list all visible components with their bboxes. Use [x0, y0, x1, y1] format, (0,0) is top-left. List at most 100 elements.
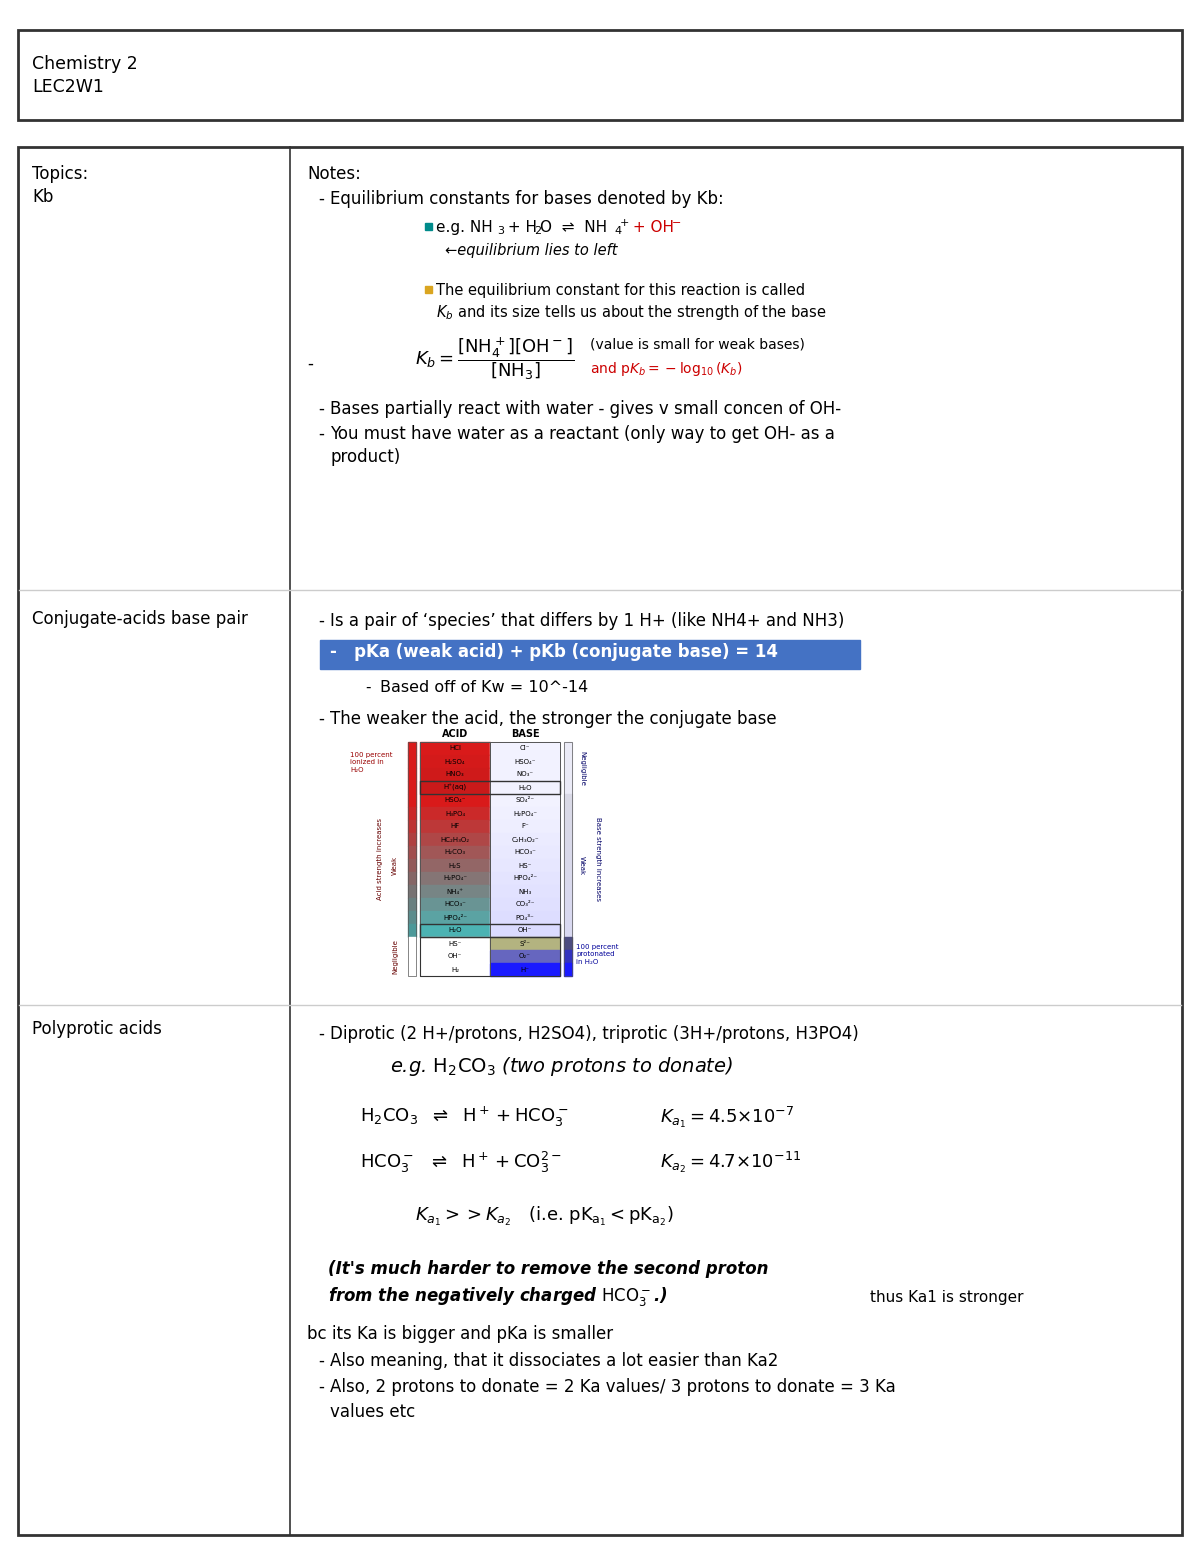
- Text: HPO₄²⁻: HPO₄²⁻: [443, 915, 467, 921]
- Bar: [420, 820, 490, 832]
- Bar: [420, 742, 490, 975]
- Bar: [490, 963, 560, 975]
- Bar: [425, 224, 432, 230]
- Text: H⁻: H⁻: [521, 966, 529, 972]
- Bar: [420, 846, 490, 859]
- Text: Acid strength increases: Acid strength increases: [377, 818, 383, 901]
- Text: Cl⁻: Cl⁻: [520, 745, 530, 752]
- Text: Is a pair of ‘species’ that differs by 1 H+ (like NH4+ and NH3): Is a pair of ‘species’ that differs by 1…: [330, 612, 845, 631]
- Text: Also, 2 protons to donate = 2 Ka values/ 3 protons to donate = 3 Ka: Also, 2 protons to donate = 2 Ka values/…: [330, 1378, 895, 1396]
- Bar: [420, 912, 490, 924]
- Bar: [564, 808, 572, 820]
- Text: H₂: H₂: [451, 966, 460, 972]
- Bar: [564, 755, 572, 767]
- Text: H₂S: H₂S: [449, 862, 461, 868]
- Bar: [564, 898, 572, 910]
- Bar: [490, 924, 560, 936]
- Text: Notes:: Notes:: [307, 165, 361, 183]
- Text: H₂O: H₂O: [449, 927, 462, 933]
- Text: 2: 2: [534, 227, 541, 236]
- Bar: [408, 859, 416, 871]
- Bar: [420, 871, 490, 885]
- Text: O₂⁻: O₂⁻: [520, 954, 530, 960]
- Text: Chemistry 2: Chemistry 2: [32, 54, 138, 73]
- Bar: [408, 924, 416, 936]
- Text: H₂CO₃: H₂CO₃: [444, 849, 466, 856]
- Text: LEC2W1: LEC2W1: [32, 78, 104, 96]
- Text: HCO₃⁻: HCO₃⁻: [514, 849, 536, 856]
- Text: 4: 4: [614, 227, 622, 236]
- Text: Diprotic (2 H+/protons, H2SO4), triprotic (3H+/protons, H3PO4): Diprotic (2 H+/protons, H2SO4), triproti…: [330, 1025, 859, 1044]
- Text: S²⁻: S²⁻: [520, 941, 530, 946]
- Text: + H: + H: [503, 221, 538, 235]
- Bar: [420, 859, 490, 871]
- Text: The equilibrium constant for this reaction is called: The equilibrium constant for this reacti…: [436, 283, 805, 298]
- Text: −: −: [672, 217, 682, 228]
- Text: -: -: [318, 1353, 324, 1370]
- Text: bc its Ka is bigger and pKa is smaller: bc its Ka is bigger and pKa is smaller: [307, 1325, 613, 1343]
- Bar: [490, 769, 560, 781]
- Bar: [564, 742, 572, 755]
- Bar: [420, 950, 490, 963]
- Bar: [420, 755, 490, 767]
- Bar: [564, 871, 572, 885]
- Bar: [564, 794, 572, 806]
- Text: -: -: [365, 680, 371, 696]
- Text: $K_{a_1} = 4.5{\times}10^{-7}$: $K_{a_1} = 4.5{\times}10^{-7}$: [660, 1106, 794, 1131]
- Text: and $\mathrm{p}K_b = -\log_{10}(K_b)$: and $\mathrm{p}K_b = -\log_{10}(K_b)$: [590, 360, 743, 377]
- Text: $\mathrm{HCO_3^-}$  $\rightleftharpoons$  $\mathrm{H^+ + CO_3^{2-}}$: $\mathrm{HCO_3^-}$ $\rightleftharpoons$ …: [360, 1151, 562, 1176]
- Text: NH₄⁺: NH₄⁺: [446, 888, 463, 895]
- Text: H₂PO₄⁻: H₂PO₄⁻: [512, 811, 538, 817]
- Bar: [490, 820, 560, 832]
- Bar: [408, 871, 416, 885]
- Text: e.g. $\mathrm{H_2CO_3}$ (two protons to donate): e.g. $\mathrm{H_2CO_3}$ (two protons to …: [390, 1054, 733, 1078]
- Bar: [18, 30, 1182, 120]
- Bar: [420, 898, 490, 910]
- Bar: [408, 769, 416, 781]
- Bar: [320, 640, 860, 669]
- Text: ←equilibrium lies to left: ←equilibrium lies to left: [445, 242, 618, 258]
- Text: -: -: [318, 710, 324, 728]
- Text: Bases partially react with water - gives v small concen of OH-: Bases partially react with water - gives…: [330, 401, 841, 418]
- Text: 100 percent
protonated
in H₂O: 100 percent protonated in H₂O: [576, 944, 618, 964]
- Text: HPO₄²⁻: HPO₄²⁻: [512, 876, 538, 882]
- Text: CO₃²⁻: CO₃²⁻: [515, 901, 535, 907]
- Text: HSO₄⁻: HSO₄⁻: [515, 758, 535, 764]
- Bar: [408, 742, 416, 975]
- Text: Conjugate-acids base pair: Conjugate-acids base pair: [32, 610, 248, 627]
- Text: F⁻: F⁻: [521, 823, 529, 829]
- Text: -: -: [318, 1378, 324, 1396]
- Bar: [420, 936, 490, 949]
- Bar: [420, 808, 490, 820]
- Bar: [420, 742, 490, 755]
- Bar: [490, 898, 560, 910]
- Bar: [408, 912, 416, 924]
- Bar: [408, 794, 416, 806]
- Text: Kb: Kb: [32, 188, 53, 207]
- Text: H₂SO₄: H₂SO₄: [445, 758, 466, 764]
- Text: HCO₃⁻: HCO₃⁻: [444, 901, 466, 907]
- Bar: [420, 924, 560, 936]
- Bar: [490, 871, 560, 885]
- Bar: [18, 148, 1182, 1534]
- Bar: [420, 936, 560, 975]
- Bar: [564, 859, 572, 871]
- Bar: [490, 755, 560, 767]
- Bar: [420, 781, 560, 794]
- Bar: [408, 885, 416, 898]
- Text: -: -: [307, 356, 313, 373]
- Text: Also meaning, that it dissociates a lot easier than Ka2: Also meaning, that it dissociates a lot …: [330, 1353, 779, 1370]
- Bar: [490, 808, 560, 820]
- Text: -   pKa (weak acid) + pKb (conjugate base) = 14: - pKa (weak acid) + pKb (conjugate base)…: [330, 643, 778, 662]
- Bar: [564, 936, 572, 949]
- Text: -: -: [318, 189, 324, 208]
- Text: HNO₃: HNO₃: [445, 772, 464, 778]
- Bar: [408, 963, 416, 975]
- Bar: [420, 885, 490, 898]
- Bar: [420, 832, 490, 845]
- Text: H⁺(aq): H⁺(aq): [444, 784, 467, 790]
- Text: HSO₄⁻: HSO₄⁻: [444, 798, 466, 803]
- Text: Topics:: Topics:: [32, 165, 89, 183]
- Text: HF: HF: [450, 823, 460, 829]
- Bar: [564, 885, 572, 898]
